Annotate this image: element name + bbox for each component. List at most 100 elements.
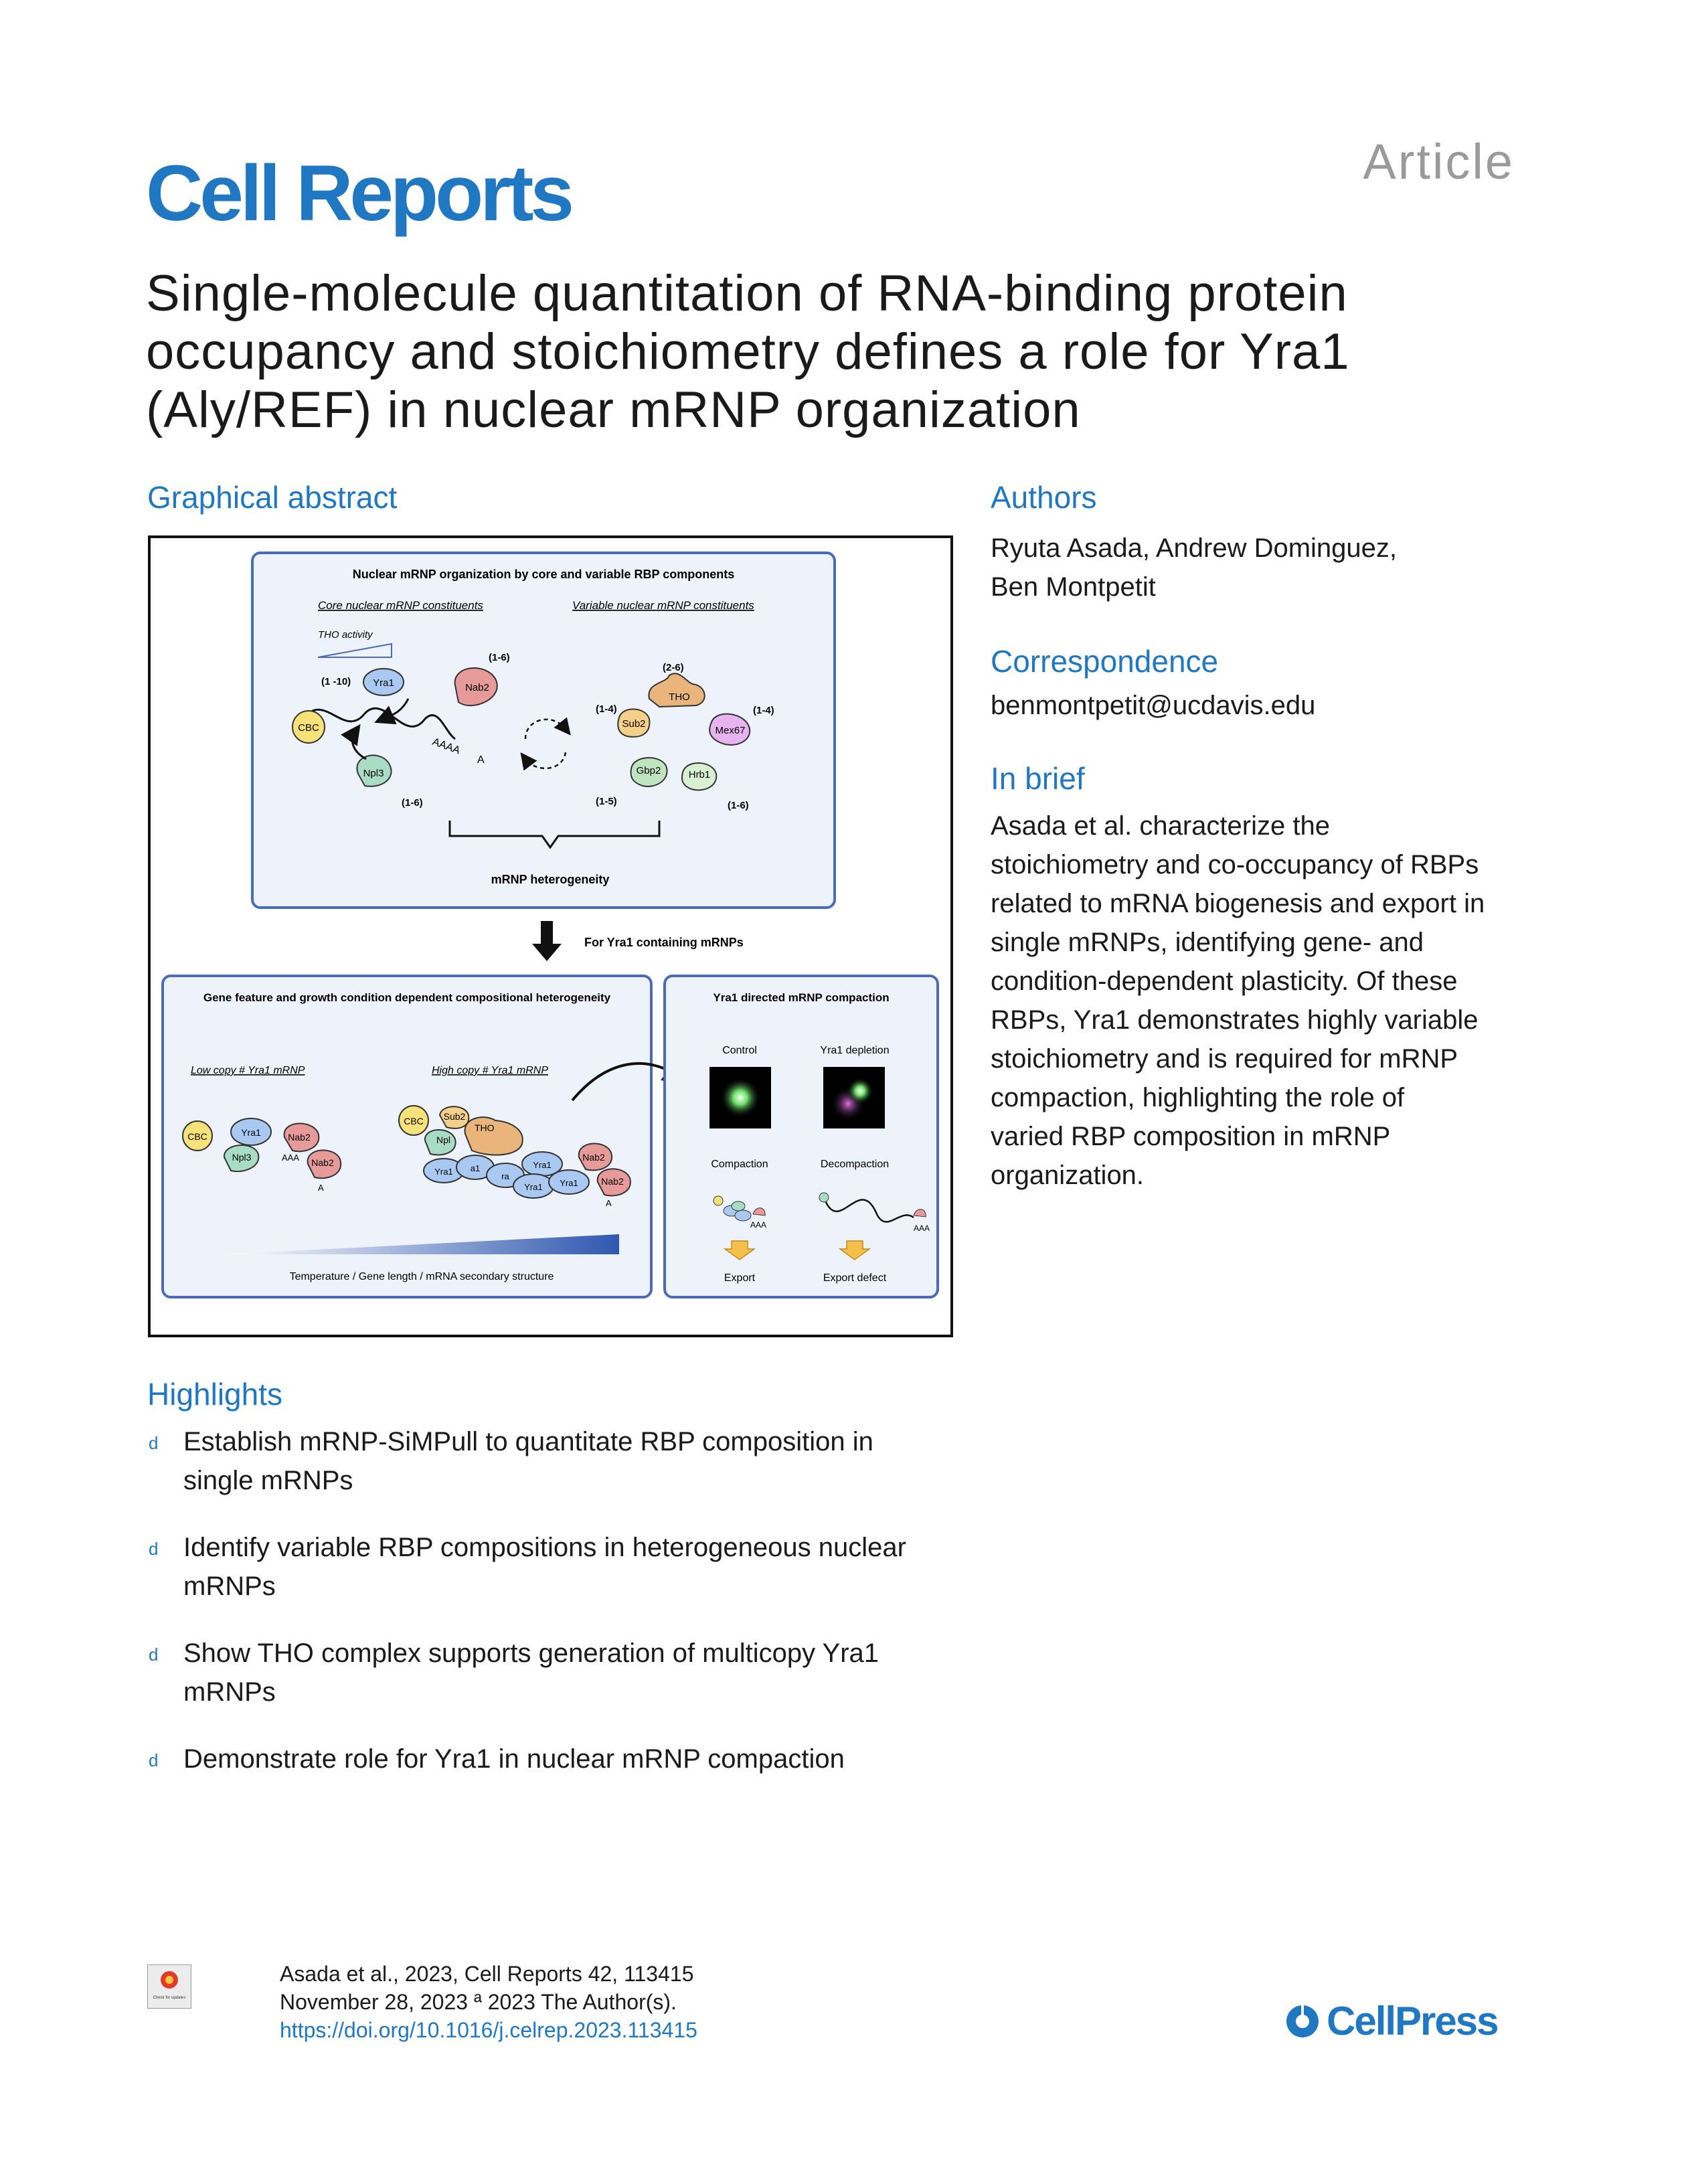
npl3-label: Npl [436,1135,450,1145]
cbc-label: CBC [298,722,319,734]
title-line: occupancy and stoichiometry defines a ro… [146,323,1350,380]
yra1-label: Yra1 [241,1127,261,1138]
highlights-heading: Highlights [147,1377,282,1412]
in-brief-line: related to mRNA biogenesis and export in [991,889,1485,918]
cbc-label: CBC [187,1131,207,1142]
check-for-updates-label: Check for updates [153,1996,186,2000]
yra1-label: a1 [471,1163,480,1173]
nab2-label: Nab2 [288,1132,311,1143]
in-brief-line: stoichiometry and co-occupancy of RBPs [991,850,1479,879]
cbc-icon [182,1120,213,1151]
compact-mrnp [752,1207,766,1216]
mex67-icon [709,713,751,746]
top-panel [251,552,836,909]
nab2-label: Nab2 [582,1152,605,1163]
tho-label: THO [669,691,690,703]
citation-line: Asada et al., 2023, Cell Reports 42, 113… [280,1962,694,1986]
tho-label: THO [475,1122,495,1133]
gradient-wedge [224,1234,619,1254]
depletion-signal-green [847,1078,873,1104]
compact-mrnp [734,1209,752,1222]
variable-label: Variable nuclear mRNP constituents [572,599,754,612]
title-line: (Aly/REF) in nuclear mRNP organization [146,382,1081,438]
in-brief-line: RBPs, Yra1 demonstrates highly variable [991,1005,1479,1035]
highlight-item: d Show THO complex supports generation o… [146,1634,969,1711]
polya-label: AAA [282,1153,299,1163]
control-signal [720,1078,760,1118]
author-list: Ryuta Asada, Andrew Dominguez, Ben Montp… [991,529,1397,606]
publisher-logo: CellPress [1285,1998,1499,2044]
in-brief-line: single mRNPs, identifying gene- and [991,928,1424,957]
nab2-icon [307,1149,342,1179]
bullet-icon: d [149,1539,159,1559]
nab2-range: (1-6) [489,652,510,663]
in-brief-line: compaction, highlighting the role of [991,1083,1405,1112]
yra1-label: Yra1 [560,1178,578,1188]
gbp2-range: (1-5) [596,796,617,807]
control-label: Control [722,1045,757,1056]
polya-label: AAA [914,1224,930,1233]
citation-date: November 28, 2023 ª 2023 The Author(s). [280,1990,677,2014]
npl3-range: (1-6) [402,797,423,809]
hrb1-range: (1-6) [728,800,749,811]
polya-label: AAA [750,1220,766,1230]
sub2-icon [617,708,651,738]
check-for-updates-icon[interactable]: Check for updates [147,1964,191,2009]
journal-logo: Cell Reports [146,149,574,238]
graphical-abstract-heading: Graphical abstract [147,480,398,515]
gbp2-icon [630,757,668,787]
correspondence-heading: Correspondence [991,644,1219,679]
authors-heading: Authors [991,480,1097,515]
nab2-label: Nab2 [311,1157,334,1168]
highlight-item: d Identify variable RBP compositions in … [146,1528,969,1606]
nab2-icon [283,1122,320,1153]
heterogeneity-brace [448,821,661,849]
exchange-arrow [520,752,567,771]
in-brief-line: varied RBP composition in mRNP [991,1122,1391,1151]
in-brief-line: condition-dependent plasticity. Of these [991,967,1458,996]
nab2-icon [454,667,498,706]
in-brief-heading: In brief [991,761,1085,796]
binding-arrow [341,724,367,760]
gradient-label: Temperature / Gene length / mRNA seconda… [290,1271,554,1282]
yra1-icon [548,1169,590,1195]
npl3-icon [356,754,392,787]
polya-tail: A [477,754,485,766]
compact-mrnp [731,1201,746,1211]
cbc-label: CBC [404,1116,424,1126]
bullet-icon: d [149,1645,159,1665]
decompact-mrnp [819,1192,829,1203]
heterogeneity-label: mRNP heterogeneity [491,873,610,886]
sub2-label: Sub2 [622,718,645,730]
sub2-range: (1-4) [596,703,617,715]
left-panel-title: Gene feature and growth condition depend… [203,991,611,1004]
down-arrow-shaft [541,921,553,945]
right-panel [663,975,939,1298]
tho-range: (2-6) [663,662,684,673]
hrb1-label: Hrb1 [689,769,711,780]
decompaction-label: Decompaction [821,1159,889,1170]
tho-icon [464,1116,523,1156]
yra1-icon [363,668,404,696]
export-arrow [723,1240,756,1260]
low-copy-label: Low copy # Yra1 mRNP [191,1065,305,1076]
sub2-icon [438,1106,470,1129]
decompact-mrna [824,1199,914,1223]
title-line: Single-molecule quantitation of RNA-bind… [146,265,1348,322]
doi-link[interactable]: https://doi.org/10.1016/j.celrep.2023.11… [280,2018,697,2042]
nab2-icon [578,1143,613,1171]
yra1-label: Yra1 [434,1167,452,1177]
high-copy-label: High copy # Yra1 mRNP [432,1065,548,1076]
polya-tail: A [318,1183,324,1193]
nab2-icon [596,1168,631,1197]
yra1-label: Yra1 [373,677,394,689]
correspondence-email[interactable]: benmontpetit@ucdavis.edu [991,691,1316,720]
nab2-label: Nab2 [601,1176,624,1187]
exchange-arrow [524,717,571,740]
right-panel-title: Yra1 directed mRNP compaction [713,991,889,1004]
cellpress-icon [1285,2002,1320,2037]
export-defect-label: Export defect [823,1272,887,1284]
npl3-icon [424,1129,456,1156]
in-brief-text: Asada et al. characterize the stoichiome… [991,807,1526,1195]
mex67-range: (1-4) [753,705,774,716]
